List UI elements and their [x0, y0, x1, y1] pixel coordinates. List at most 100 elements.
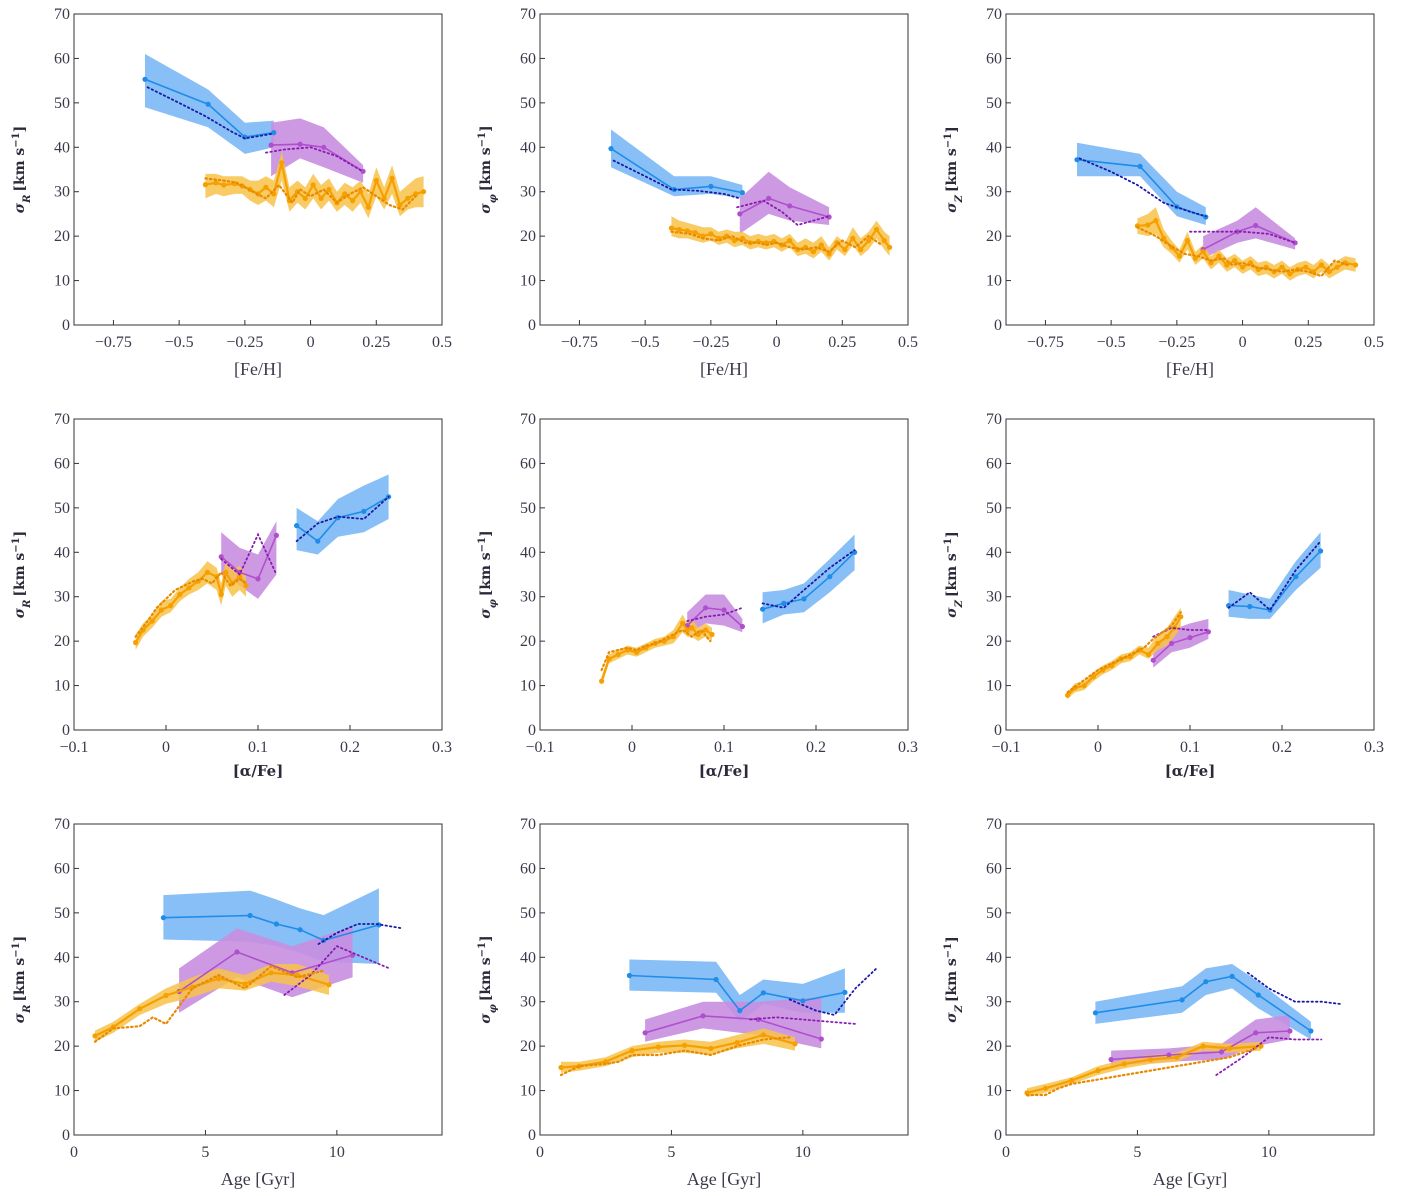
x-tick-label: 0: [307, 334, 315, 351]
orange-point: [695, 631, 701, 638]
orange-model-line: [1136, 226, 1349, 278]
orange-point: [1155, 640, 1161, 647]
x-tick-label: −0.5: [1097, 334, 1126, 351]
axes-frame: [539, 418, 909, 731]
y-label-subscript: Z: [954, 1004, 965, 1013]
orange-band: [1137, 207, 1356, 281]
y-tick-label: 30: [520, 589, 536, 606]
y-tick-label: 40: [54, 544, 70, 561]
orange-point: [302, 195, 308, 201]
purple-point: [700, 1013, 706, 1019]
blue-point: [271, 130, 277, 136]
orange-point: [629, 1048, 635, 1054]
orange-point: [342, 191, 348, 197]
blue-model-line: [146, 86, 273, 140]
orange-point: [133, 639, 139, 646]
blue-point: [827, 574, 833, 580]
plot-area: [1074, 142, 1359, 281]
purple-model-line: [264, 146, 365, 173]
y-label-bracket: ]: [12, 936, 28, 943]
purple-point: [273, 532, 279, 539]
y-label-sigma: σ: [944, 1012, 960, 1023]
y-tick-label: 40: [986, 139, 1002, 156]
orange-point: [421, 189, 427, 195]
orange-point: [708, 231, 714, 237]
orange-point: [1353, 262, 1359, 268]
orange-point: [218, 591, 224, 598]
orange-point: [826, 251, 832, 257]
y-label-units: [km s: [12, 553, 28, 597]
y-tick-label: 50: [520, 500, 536, 517]
y-label-exponent: −1: [477, 132, 488, 147]
orange-point: [692, 230, 698, 236]
y-label-sigma: σ: [478, 1013, 494, 1024]
orange-point: [792, 1041, 798, 1047]
y-tick-label: 60: [520, 50, 536, 67]
y-label-subscript: R: [22, 1005, 33, 1014]
plot-area: [1024, 964, 1341, 1098]
y-tick-label: 10: [986, 273, 1002, 290]
y-tick-label: 40: [520, 544, 536, 561]
orange-point: [1081, 683, 1087, 689]
y-label-sigma: σ: [478, 203, 494, 214]
orange-point: [177, 591, 183, 598]
axes-frame: [539, 823, 909, 1136]
orange-point: [684, 228, 690, 234]
orange-point: [168, 603, 174, 609]
blue-point: [205, 101, 211, 107]
purple-point: [268, 142, 274, 148]
y-label-units: [km s: [12, 148, 28, 192]
orange-point: [1145, 222, 1151, 228]
orange-point: [202, 182, 208, 188]
orange-model-line: [600, 628, 712, 672]
purple-point: [321, 144, 327, 150]
blue-point: [273, 921, 279, 927]
orange-point: [842, 246, 848, 253]
blue-line: [144, 78, 274, 138]
x-tick-label: 10: [1261, 1144, 1277, 1161]
y-label-sigma: σ: [12, 1012, 28, 1023]
x-tick-label: 0: [70, 1144, 78, 1161]
orange-point: [237, 574, 243, 580]
purple-model-line: [283, 945, 391, 996]
blue-point: [1255, 992, 1261, 998]
orange-model-line: [134, 570, 249, 638]
y-label-exponent: −1: [11, 537, 22, 552]
x-tick-label: 0.1: [714, 739, 734, 756]
y-tick-label: 70: [54, 816, 70, 833]
blue-point: [1179, 997, 1185, 1003]
x-tick-label: 5: [1133, 1144, 1141, 1161]
orange-point: [818, 242, 824, 248]
x-tick-label: 0.5: [1364, 334, 1384, 351]
orange-point: [1232, 258, 1238, 264]
orange-point: [137, 1006, 143, 1012]
blue-point: [708, 183, 714, 189]
orange-point: [684, 627, 690, 633]
x-tick-label: 0.3: [432, 739, 452, 756]
purple-line: [220, 535, 278, 580]
y-label-bracket: ]: [12, 126, 28, 133]
x-tick-label: −0.25: [1158, 334, 1195, 351]
x-axis-label: [Fe/H]: [700, 359, 748, 379]
blue-model-line: [1246, 971, 1341, 1005]
orange-point: [708, 1045, 714, 1051]
x-tick-label: 0.25: [362, 334, 390, 351]
blue-point: [800, 998, 806, 1004]
x-tick-label: −0.1: [59, 739, 88, 756]
x-tick-label: 0: [162, 739, 170, 756]
purple-model-line: [1215, 1036, 1323, 1076]
blue-point: [1203, 979, 1209, 985]
x-tick-label: 0: [536, 1144, 544, 1161]
orange-point: [216, 976, 222, 982]
y-tick-label: 50: [520, 95, 536, 112]
y-axis-label: σR [km s−1]: [11, 936, 33, 1024]
y-label-units: [km s: [478, 147, 494, 191]
blue-model-line: [1078, 157, 1207, 218]
purple-point: [642, 1030, 648, 1036]
blue-line: [163, 914, 380, 942]
purple-point: [1166, 1052, 1172, 1058]
blue-point: [1293, 574, 1299, 580]
panel-9: 0 10 20 30 40 50 60 70 0 5 10 Age [Gyr] σZ [km s−1]: [943, 816, 1375, 1189]
orange-point: [326, 982, 332, 988]
